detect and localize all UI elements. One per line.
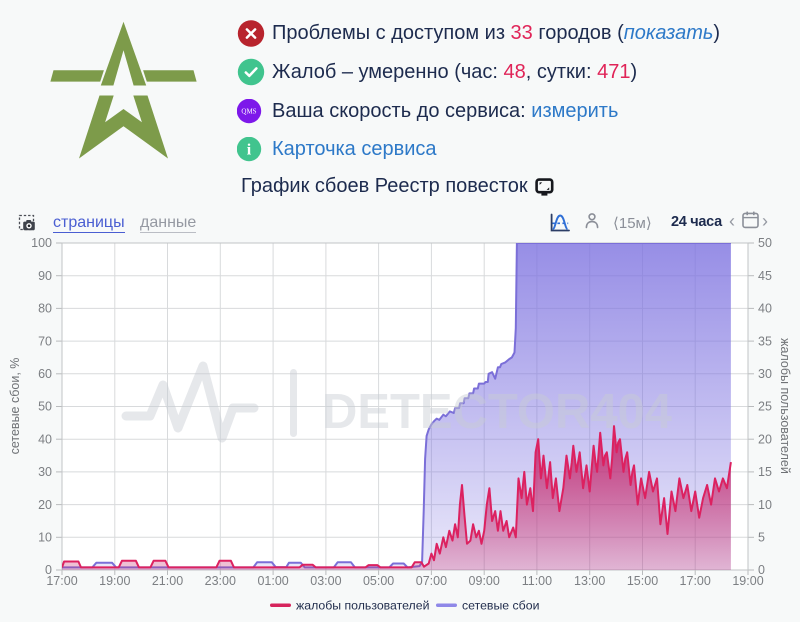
svg-text:01:00: 01:00	[257, 574, 288, 588]
svg-text:15:00: 15:00	[627, 574, 658, 588]
svg-text:30: 30	[758, 367, 772, 381]
svg-text:40: 40	[758, 302, 772, 316]
svg-text:QMS: QMS	[241, 108, 256, 116]
svg-text:70: 70	[38, 334, 52, 348]
svg-text:i: i	[247, 142, 252, 159]
svg-text:11:00: 11:00	[522, 574, 552, 588]
svg-text:80: 80	[38, 302, 52, 316]
svg-text:05:00: 05:00	[363, 574, 394, 588]
svg-text:10: 10	[758, 498, 772, 512]
svg-text:30: 30	[38, 465, 52, 479]
svg-text:35: 35	[758, 334, 772, 348]
svg-text:19:00: 19:00	[732, 574, 763, 588]
svg-text:0: 0	[45, 563, 52, 577]
svg-text:13:00: 13:00	[574, 574, 605, 588]
svg-text:40: 40	[38, 432, 52, 446]
svg-text:сетевые сбои, %: сетевые сбои, %	[8, 358, 22, 455]
svg-text:20: 20	[758, 432, 772, 446]
svg-text:50: 50	[38, 400, 52, 414]
svg-text:DETECTOR404: DETECTOR404	[322, 385, 672, 439]
svg-text:60: 60	[38, 367, 52, 381]
svg-text:жалобы пользователей: жалобы пользователей	[296, 599, 430, 613]
svg-text:19:00: 19:00	[99, 574, 130, 588]
svg-text:03:00: 03:00	[310, 574, 341, 588]
svg-text:25: 25	[758, 400, 772, 414]
svg-text:жалобы пользователей: жалобы пользователей	[778, 338, 792, 474]
svg-text:0: 0	[758, 563, 765, 577]
svg-text:17:00: 17:00	[46, 574, 77, 588]
svg-text:90: 90	[38, 269, 52, 283]
svg-text:23:00: 23:00	[205, 574, 236, 588]
svg-text:07:00: 07:00	[416, 574, 447, 588]
svg-text:50: 50	[758, 236, 772, 250]
svg-text:09:00: 09:00	[469, 574, 500, 588]
svg-text:10: 10	[38, 531, 52, 545]
svg-text:5: 5	[758, 531, 765, 545]
svg-text:17:00: 17:00	[680, 574, 711, 588]
svg-text:15: 15	[758, 465, 772, 479]
svg-text:сетевые сбои: сетевые сбои	[462, 599, 540, 613]
svg-text:21:00: 21:00	[152, 574, 183, 588]
svg-text:20: 20	[38, 498, 52, 512]
svg-text:45: 45	[758, 269, 772, 283]
svg-text:100: 100	[31, 236, 52, 250]
